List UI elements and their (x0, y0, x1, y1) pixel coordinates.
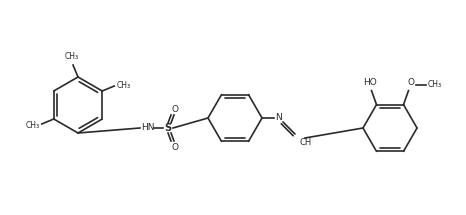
Text: O: O (171, 104, 178, 114)
Text: CH₃: CH₃ (427, 80, 442, 89)
Text: N: N (275, 114, 282, 123)
Text: O: O (171, 143, 178, 152)
Text: O: O (408, 78, 415, 87)
Text: HN: HN (141, 123, 155, 132)
Text: HO: HO (363, 78, 377, 87)
Text: CH₃: CH₃ (26, 120, 40, 129)
Text: CH: CH (299, 138, 311, 147)
Text: S: S (164, 123, 171, 133)
Text: CH₃: CH₃ (65, 52, 79, 61)
Text: CH₃: CH₃ (116, 80, 130, 89)
